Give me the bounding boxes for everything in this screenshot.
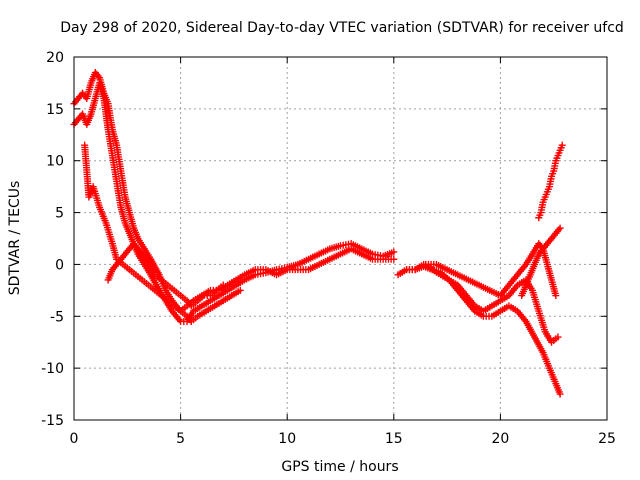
plot-frame <box>73 56 608 421</box>
data-points <box>70 69 566 398</box>
chart-title: Day 298 of 2020, Sidereal Day-to-day VTE… <box>60 20 624 36</box>
y-tick-label: 20 <box>46 50 64 66</box>
x-tick-label: 0 <box>70 431 79 447</box>
x-tick-label: 10 <box>278 431 296 447</box>
data-point <box>554 333 562 341</box>
x-axis-label: GPS time / hours <box>281 459 398 475</box>
data-point <box>556 390 564 398</box>
x-tick-label: 15 <box>385 431 403 447</box>
series-track-d <box>104 240 227 310</box>
grid-layer <box>74 57 607 420</box>
data-point <box>390 248 398 256</box>
y-tick-label: -5 <box>50 309 64 325</box>
series-track-h <box>535 141 566 222</box>
data-point <box>236 286 244 294</box>
y-tick-label: 5 <box>55 206 64 222</box>
series-track-g <box>422 240 560 300</box>
data-point <box>556 224 564 232</box>
x-tick-label: 20 <box>491 431 509 447</box>
data-point <box>552 292 560 300</box>
series-track-c <box>81 141 244 325</box>
y-tick-label: -10 <box>41 361 64 377</box>
y-tick-label: 10 <box>46 154 64 170</box>
data-point <box>219 281 227 289</box>
y-tick-label: 0 <box>55 257 64 273</box>
axis-layer: 0 5 10 15 20 25 -15 -10 -5 0 5 10 15 20 <box>41 50 616 447</box>
series-track-f <box>403 263 562 346</box>
y-axis-label: SDTVAR / TECUs <box>7 181 23 296</box>
data-point <box>390 255 398 263</box>
y-tick-label: 15 <box>46 102 64 118</box>
y-tick-label: -15 <box>41 413 64 429</box>
data-point <box>558 141 566 149</box>
x-tick-label: 5 <box>176 431 185 447</box>
series-track-i <box>518 224 564 300</box>
x-tick-label: 25 <box>598 431 616 447</box>
